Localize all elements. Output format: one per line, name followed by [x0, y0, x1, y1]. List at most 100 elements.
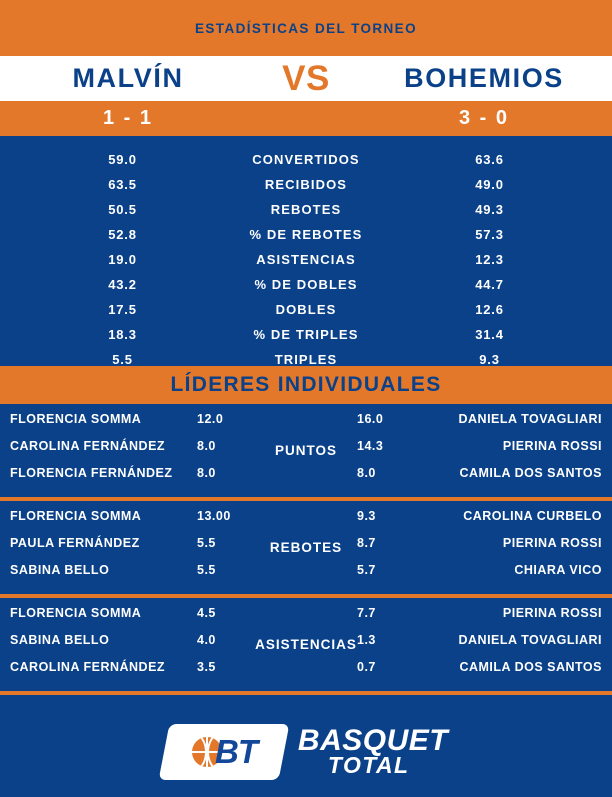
- leader-value: 5.5: [197, 535, 216, 550]
- record-right: 3 - 0: [458, 107, 510, 129]
- stat-value-left: 5.5: [112, 352, 133, 367]
- leader-name: DANIELA TOVAGLIARI: [458, 632, 602, 647]
- section-divider: [0, 691, 612, 695]
- stat-label: DOBLES: [275, 302, 337, 317]
- stat-row: 43.2 % DE DOBLES 44.7: [0, 272, 612, 297]
- stat-value-right: 9.3: [479, 352, 500, 367]
- leader-value: 4.5: [197, 605, 216, 620]
- logo-wordmark: BASQUET TOTAL: [297, 724, 449, 779]
- records-band: 1 - 1 3 - 0: [0, 101, 612, 136]
- record-left: 1 - 1: [102, 107, 154, 129]
- stat-value-right: 63.6: [475, 152, 504, 167]
- leader-value: 14.3: [357, 438, 384, 453]
- leader-name: CHIARA VICO: [514, 562, 602, 577]
- leaders-banner: LÍDERES INDIVIDUALES: [0, 366, 612, 404]
- leader-column-right: 16.0 DANIELA TOVAGLIARI 14.3 PIERINA ROSSI 8…: [357, 412, 602, 490]
- logo-monogram: BT: [214, 733, 257, 770]
- leader-row: FLORENCIA SOMMA 12.0: [10, 412, 255, 436]
- leader-group: FLORENCIA SOMMA 12.0 CAROLINA FERNÁNDEZ 8.0…: [0, 404, 612, 497]
- leader-group: FLORENCIA SOMMA 13.00 PAULA FERNÁNDEZ 5.5 SA…: [0, 501, 612, 594]
- team-name-left: MALVÍN: [72, 63, 184, 93]
- leader-category: REBOTES: [269, 540, 343, 555]
- stat-value-right: 44.7: [475, 277, 504, 292]
- vs-label: VS: [282, 58, 330, 98]
- leader-row: FLORENCIA FERNÁNDEZ 8.0: [10, 466, 255, 490]
- leader-row: CAROLINA FERNÁNDEZ 8.0: [10, 439, 255, 463]
- team-name-right: BOHEMIOS: [404, 63, 564, 93]
- stat-label: RECIBIDOS: [264, 177, 348, 192]
- leaders-banner-label: LÍDERES INDIVIDUALES: [170, 373, 442, 396]
- stat-row: 18.3 % DE TRIPLES 31.4: [0, 322, 612, 347]
- team-stats-table: 59.0 CONVERTIDOS 63.6 63.5 RECIBIDOS 49.0 50.5…: [0, 142, 612, 367]
- stat-label: ASISTENCIAS: [256, 252, 356, 267]
- leader-value: 0.7: [357, 659, 376, 674]
- stat-value-left: 18.3: [108, 327, 137, 342]
- leader-name: SABINA BELLO: [10, 562, 110, 577]
- stat-value-right: 49.3: [475, 202, 504, 217]
- leader-name: CAMILA DOS SANTOS: [459, 659, 602, 674]
- stat-row: 19.0 ASISTENCIAS 12.3: [0, 247, 612, 272]
- section-divider: [0, 497, 612, 501]
- stat-row: 63.5 RECIBIDOS 49.0: [0, 172, 612, 197]
- leader-value: 3.5: [197, 659, 216, 674]
- stat-value-right: 31.4: [475, 327, 504, 342]
- leader-name: PIERINA ROSSI: [502, 535, 602, 550]
- leader-row: 7.7 PIERINA ROSSI: [357, 606, 602, 630]
- leader-row: 0.7 CAMILA DOS SANTOS: [357, 660, 602, 684]
- stat-value-left: 50.5: [108, 202, 137, 217]
- logo-word-basquet: BASQUET: [297, 724, 449, 758]
- leader-value: 8.7: [357, 535, 376, 550]
- leader-name: FLORENCIA SOMMA: [10, 605, 142, 620]
- leader-name: CAROLINA FERNÁNDEZ: [10, 438, 166, 453]
- stat-value-left: 59.0: [108, 152, 137, 167]
- stat-label: % DE REBOTES: [249, 227, 363, 242]
- stat-label: % DE TRIPLES: [253, 327, 359, 342]
- stat-label: TRIPLES: [274, 352, 338, 367]
- leader-row: 16.0 DANIELA TOVAGLIARI: [357, 412, 602, 436]
- stat-value-left: 19.0: [108, 252, 137, 267]
- header-divider: [0, 136, 612, 140]
- leader-column-left: FLORENCIA SOMMA 13.00 PAULA FERNÁNDEZ 5.5 SA…: [10, 509, 255, 587]
- brand-logo: BT BASQUET TOTAL: [158, 724, 449, 780]
- leader-value: 13.00: [197, 508, 231, 523]
- stat-value-right: 49.0: [475, 177, 504, 192]
- page-title: ESTADÍSTICAS DEL TORNEO: [195, 20, 417, 36]
- stat-value-right: 12.6: [475, 302, 504, 317]
- leader-row: FLORENCIA SOMMA 13.00: [10, 509, 255, 533]
- stat-row: 52.8 % DE REBOTES 57.3: [0, 222, 612, 247]
- leader-name: FLORENCIA FERNÁNDEZ: [10, 465, 173, 480]
- stat-label: % DE DOBLES: [254, 277, 358, 292]
- leader-row: FLORENCIA SOMMA 4.5: [10, 606, 255, 630]
- stat-value-right: 57.3: [475, 227, 504, 242]
- stat-row: 59.0 CONVERTIDOS 63.6: [0, 147, 612, 172]
- logo-badge: BT: [158, 724, 290, 780]
- leader-name: PAULA FERNÁNDEZ: [10, 535, 140, 550]
- stat-row: 17.5 DOBLES 12.6: [0, 297, 612, 322]
- leader-row: PAULA FERNÁNDEZ 5.5: [10, 536, 255, 560]
- leader-name: CAMILA DOS SANTOS: [459, 465, 602, 480]
- leader-value: 8.0: [197, 465, 216, 480]
- leader-row: CAROLINA FERNÁNDEZ 3.5: [10, 660, 255, 684]
- leader-value: 9.3: [357, 508, 376, 523]
- stat-value-left: 52.8: [108, 227, 137, 242]
- leader-row: 14.3 PIERINA ROSSI: [357, 439, 602, 463]
- leader-row: SABINA BELLO 4.0: [10, 633, 255, 657]
- leader-column-right: 7.7 PIERINA ROSSI 1.3 DANIELA TOVAGLIARI 0.7…: [357, 606, 602, 684]
- leader-value: 5.7: [357, 562, 376, 577]
- stat-value-left: 17.5: [108, 302, 137, 317]
- leader-column-left: FLORENCIA SOMMA 4.5 SABINA BELLO 4.0 CAROLIN…: [10, 606, 255, 684]
- stat-value-left: 63.5: [108, 177, 137, 192]
- leader-name: FLORENCIA SOMMA: [10, 508, 142, 523]
- stat-label: CONVERTIDOS: [252, 152, 360, 167]
- leader-value: 16.0: [357, 411, 384, 426]
- footer: BT BASQUET TOTAL: [0, 707, 612, 797]
- leader-value: 4.0: [197, 632, 216, 647]
- basketball-arc-left: [191, 737, 207, 767]
- leader-row: 1.3 DANIELA TOVAGLIARI: [357, 633, 602, 657]
- leader-name: FLORENCIA SOMMA: [10, 411, 142, 426]
- leader-value: 8.0: [197, 438, 216, 453]
- leader-row: 5.7 CHIARA VICO: [357, 563, 602, 587]
- logo-word-total: TOTAL: [327, 752, 410, 779]
- section-divider: [0, 594, 612, 598]
